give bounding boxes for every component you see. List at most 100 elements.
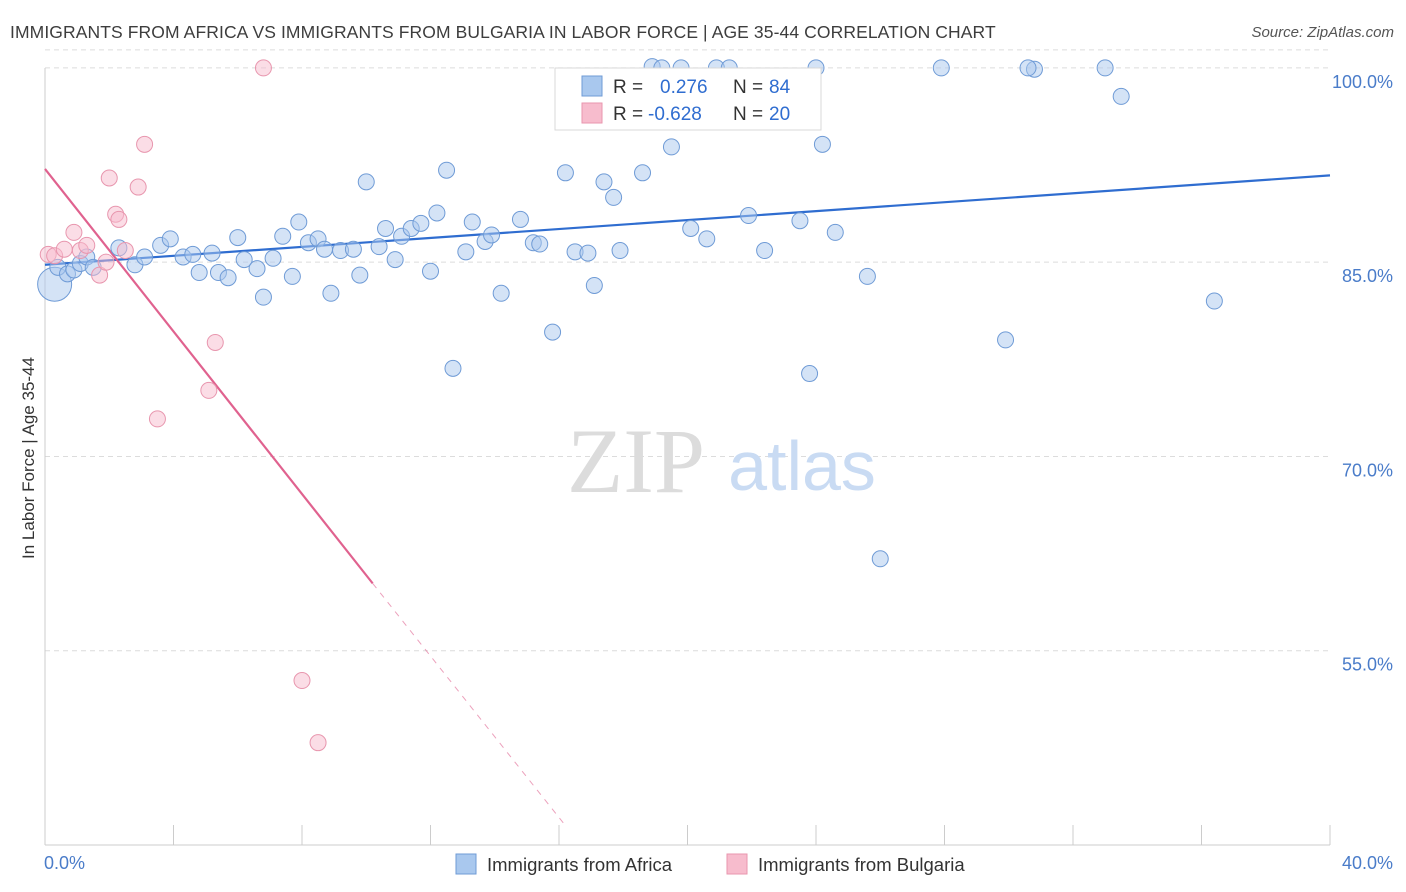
africa-point	[662, 138, 680, 156]
x-tick-label: 40.0%	[1342, 853, 1393, 873]
africa-point	[422, 262, 439, 280]
africa-point	[161, 230, 179, 248]
africa-point	[457, 243, 475, 261]
africa-trend-segment	[44, 174, 1331, 266]
africa-point	[871, 550, 889, 568]
legend: R = 0.276 N = 84 R = -0.628 N = 20	[554, 67, 822, 131]
africa-point	[997, 331, 1015, 349]
legend-africa-n-value: 84	[769, 77, 791, 98]
legend-bulgaria-r-value: -0.628	[648, 104, 702, 125]
legend-africa-r-label: R =	[613, 77, 643, 98]
africa-point	[235, 251, 253, 269]
africa-point	[377, 220, 395, 238]
africa-point	[264, 249, 282, 267]
africa-point	[740, 207, 758, 225]
africa-point	[531, 235, 549, 253]
legend-bulgaria-n-label: N =	[733, 104, 763, 125]
africa-point	[1112, 87, 1130, 105]
africa-point	[190, 264, 208, 282]
legend-africa-n-label: N =	[733, 77, 763, 98]
bottom-legend-bulgaria-swatch	[726, 853, 748, 875]
africa-point	[136, 248, 154, 266]
bulgaria-point	[129, 178, 147, 196]
bulgaria-point	[200, 381, 218, 399]
bulgaria-point	[97, 253, 115, 271]
africa-point	[611, 242, 629, 260]
legend-bulgaria-swatch	[581, 102, 603, 124]
watermark-atlas: atlas	[728, 427, 876, 505]
bottom-legend-africa-swatch	[455, 853, 477, 875]
x-tick-label: 0.0%	[44, 853, 85, 873]
africa-point	[1096, 59, 1114, 77]
bulgaria-point	[254, 59, 272, 77]
africa-point	[813, 135, 831, 153]
africa-point	[438, 161, 456, 179]
bulgaria-trend-line	[44, 168, 566, 826]
africa-point	[444, 359, 462, 377]
axes	[44, 68, 1331, 846]
africa-point	[1205, 292, 1223, 310]
africa-point	[184, 245, 202, 263]
bulgaria-point	[293, 672, 311, 690]
legend-africa-swatch	[581, 75, 603, 97]
bottom-legend: Immigrants from Africa Immigrants from B…	[455, 853, 965, 875]
y-tick-labels: 55.0% 70.0% 85.0% 100.0%	[1332, 72, 1393, 675]
africa-point	[801, 365, 819, 383]
grid-lines	[45, 49, 1330, 652]
africa-point	[344, 240, 362, 258]
africa-point	[386, 251, 404, 269]
africa-point	[511, 210, 529, 228]
watermark-zip: ZIP	[567, 410, 705, 512]
africa-point	[248, 260, 266, 278]
chart-source: Source: ZipAtlas.com	[1251, 24, 1394, 41]
africa-point	[791, 212, 809, 230]
africa-point	[682, 220, 700, 238]
africa-point	[826, 223, 844, 241]
y-tick-label: 100.0%	[1332, 72, 1393, 92]
africa-point	[932, 59, 950, 77]
africa-point	[634, 164, 652, 182]
africa-point	[219, 269, 237, 287]
bulgaria-point	[110, 210, 128, 228]
africa-point	[579, 244, 597, 262]
bulgaria-point	[55, 240, 73, 258]
africa-trend-line	[44, 174, 1331, 266]
bulgaria-point	[116, 242, 134, 260]
africa-point	[283, 267, 301, 285]
africa-point	[544, 323, 562, 341]
africa-point	[428, 204, 446, 222]
bottom-legend-bulgaria-label: Immigrants from Bulgaria	[758, 854, 965, 875]
chart-title: IMMIGRANTS FROM AFRICA VS IMMIGRANTS FRO…	[10, 22, 996, 42]
africa-point	[229, 229, 247, 247]
africa-point	[483, 226, 501, 244]
bulgaria-points	[39, 59, 327, 752]
bulgaria-trend-segment	[44, 168, 374, 585]
africa-point	[756, 242, 774, 260]
africa-point	[1019, 59, 1037, 77]
africa-point	[274, 227, 292, 245]
y-tick-label: 85.0%	[1342, 266, 1393, 286]
bulgaria-point	[100, 169, 118, 187]
africa-point	[351, 266, 369, 284]
africa-point	[357, 173, 375, 191]
bottom-legend-africa-label: Immigrants from Africa	[487, 854, 673, 875]
legend-bulgaria-r-label: R =	[613, 104, 643, 125]
africa-point	[556, 164, 574, 182]
africa-point	[463, 213, 481, 231]
bulgaria-trend-extension	[372, 583, 566, 826]
africa-point	[492, 284, 510, 302]
bulgaria-point	[65, 223, 83, 241]
africa-point	[595, 173, 613, 191]
watermark: ZIP atlas	[567, 410, 876, 512]
africa-point	[585, 276, 603, 294]
bulgaria-point	[206, 333, 224, 351]
bulgaria-point	[78, 236, 96, 254]
bulgaria-point	[309, 734, 327, 752]
y-tick-label: 70.0%	[1342, 460, 1393, 480]
africa-point	[290, 213, 308, 231]
africa-point	[203, 244, 221, 262]
y-tick-label: 55.0%	[1342, 655, 1393, 675]
africa-point	[322, 284, 340, 302]
africa-point	[605, 188, 623, 206]
